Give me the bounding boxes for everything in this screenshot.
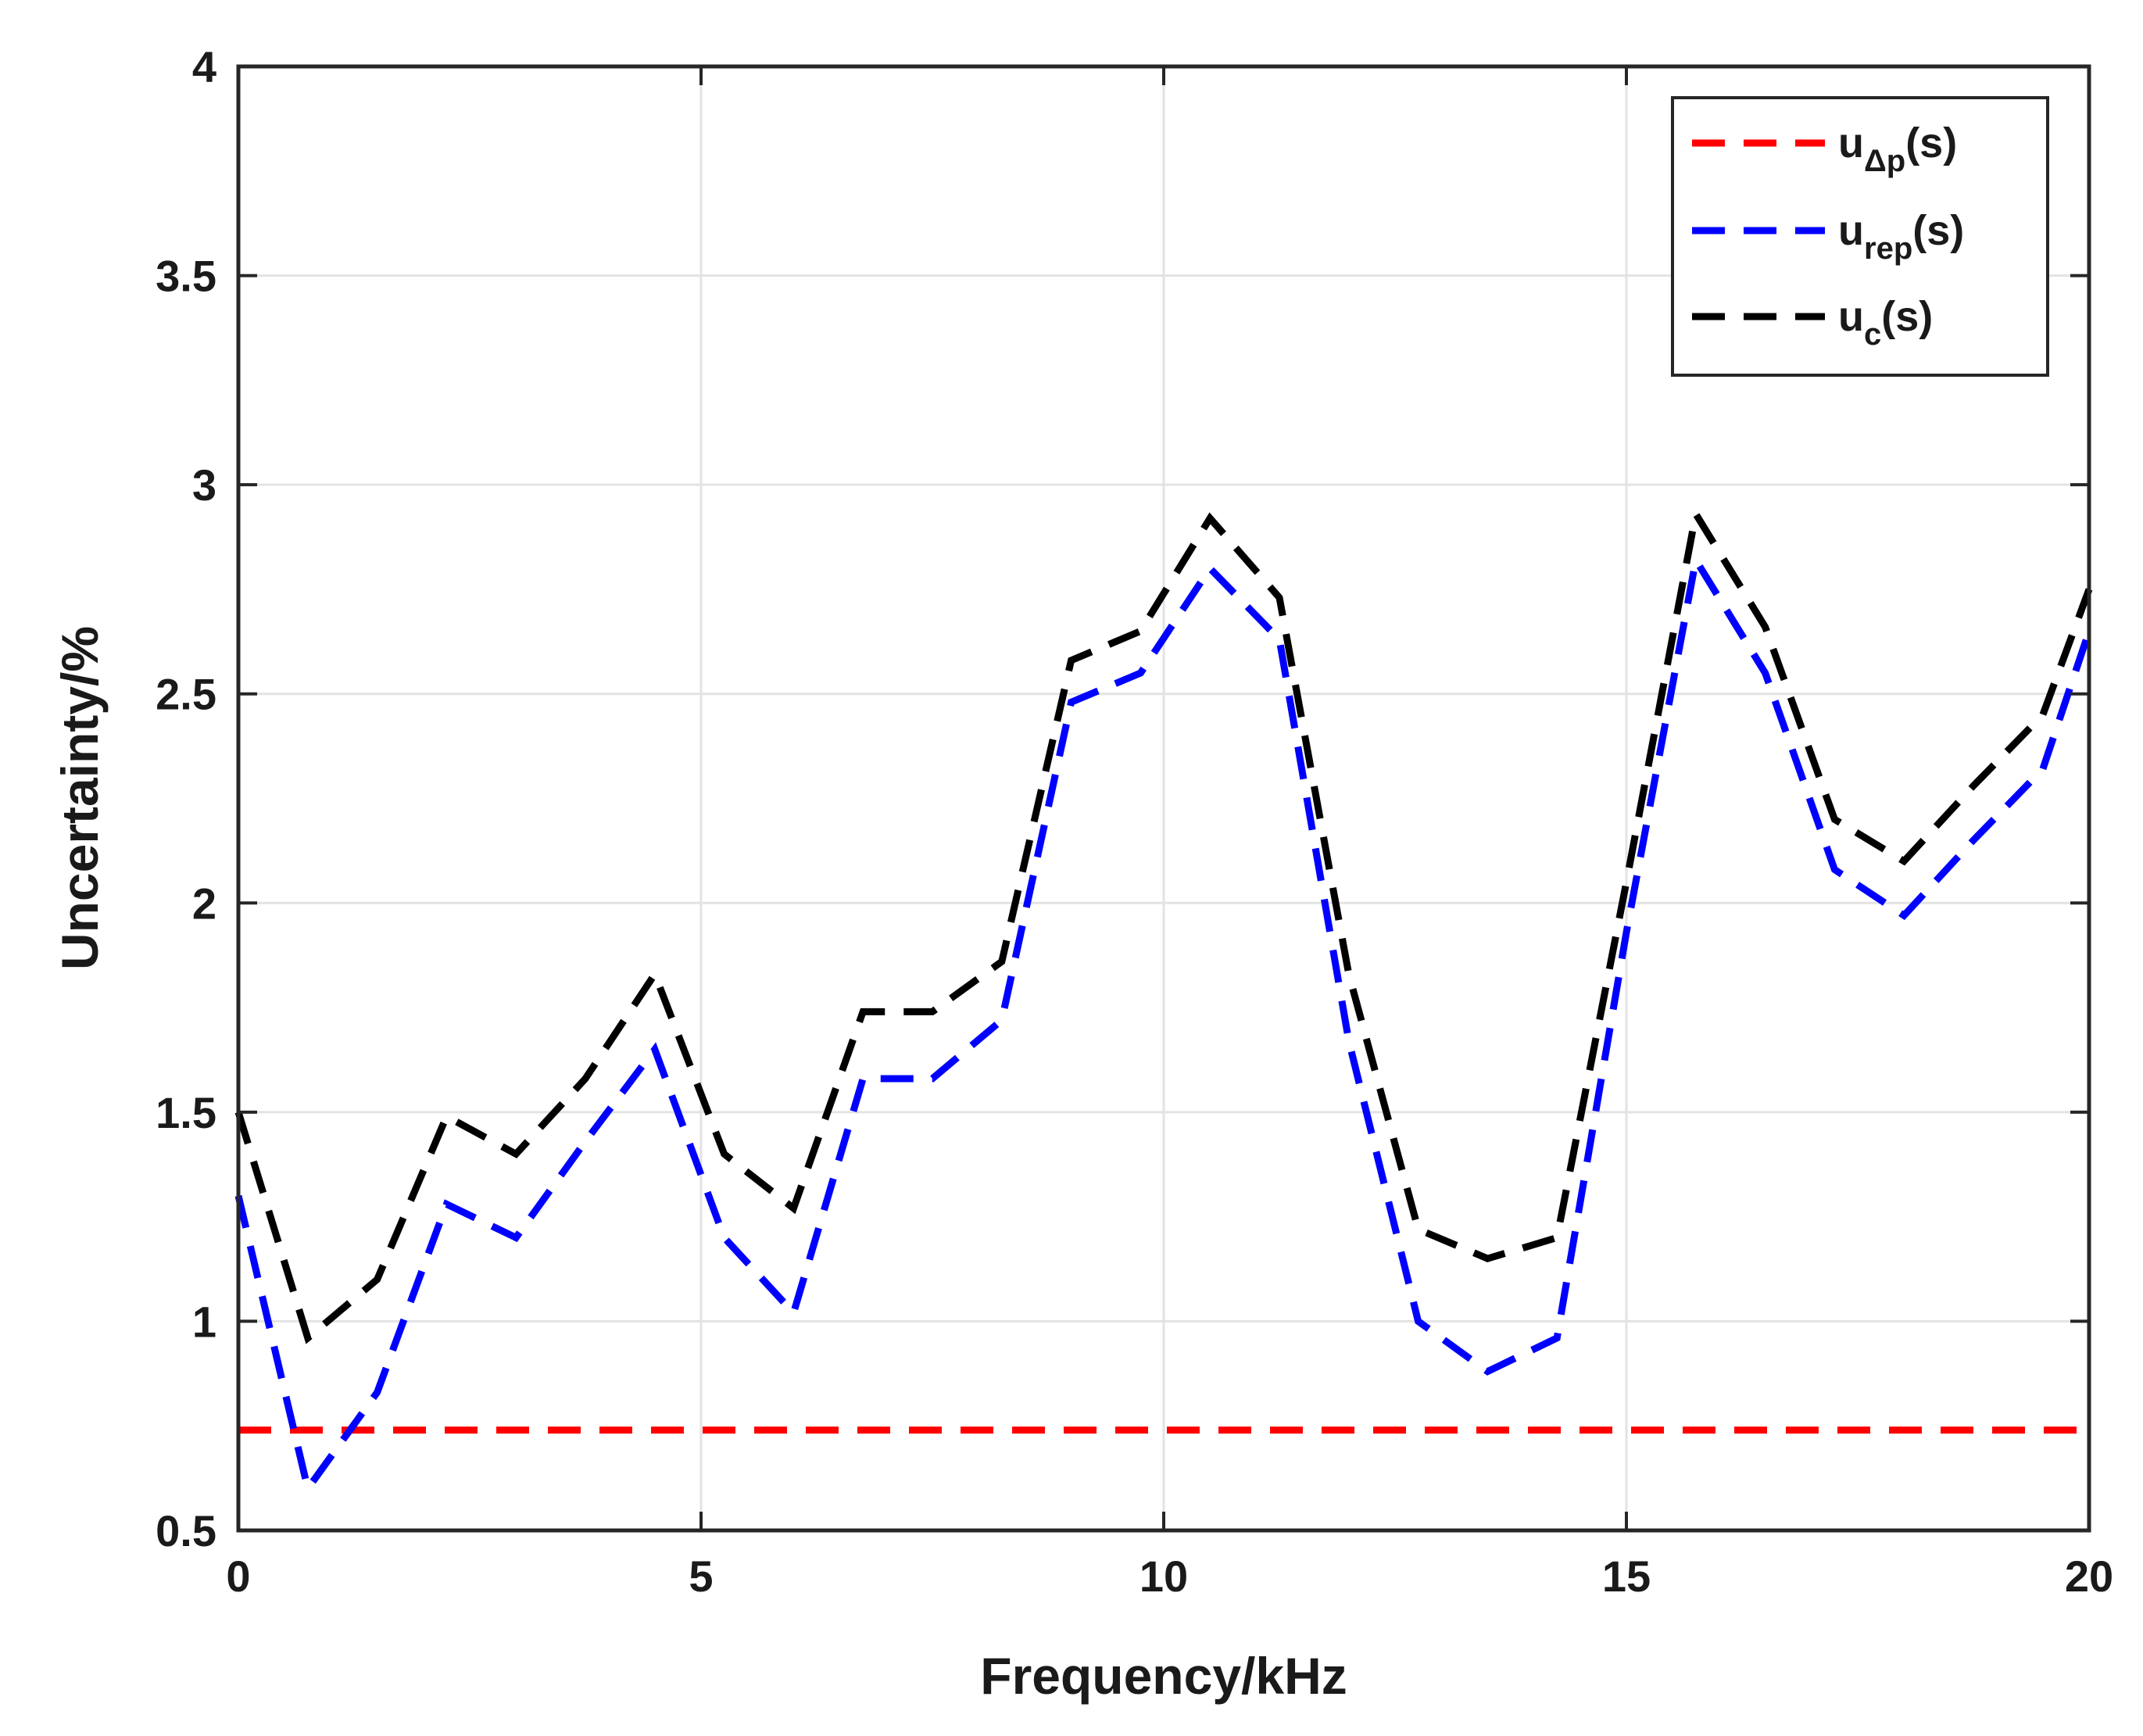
- y-tick-label: 3.5: [156, 252, 216, 301]
- x-tick-labels: 0 5 10 15 20: [226, 1552, 2113, 1601]
- x-tick-label: 20: [2065, 1552, 2113, 1601]
- x-tick-label: 5: [689, 1552, 713, 1601]
- series-line-3: [234, 504, 2093, 1344]
- y-tick-labels: 0.5 1 1.5 2 2.5 3 3.5 4: [156, 42, 216, 1555]
- axis-ticks: [237, 65, 2091, 1532]
- legend-label-1: uΔp(s): [1838, 120, 1957, 178]
- legend-box: [1671, 96, 2049, 377]
- y-tick-label: 1.5: [156, 1088, 216, 1137]
- y-tick-label: 2: [192, 879, 216, 928]
- legend-label-2: urep(s): [1838, 207, 1964, 266]
- y-tick-label: 3: [192, 460, 216, 510]
- y-tick-label: 4: [192, 42, 216, 91]
- y-tick-label: 0.5: [156, 1506, 216, 1555]
- y-tick-label: 2.5: [156, 670, 216, 719]
- series-line-2: [234, 550, 2093, 1498]
- x-axis-title: Frequency/kHz: [980, 1647, 1347, 1705]
- legend-label-3: uc(s): [1838, 293, 1933, 352]
- x-tick-label: 10: [1139, 1552, 1188, 1601]
- x-tick-label: 0: [226, 1552, 250, 1601]
- legend: uΔp(s) urep(s) uc(s): [1671, 96, 2049, 377]
- y-axis-title: Uncertainty/%: [51, 626, 109, 970]
- x-tick-label: 15: [1602, 1552, 1651, 1601]
- y-tick-label: 1: [192, 1297, 216, 1346]
- series-layer: [234, 504, 2093, 1498]
